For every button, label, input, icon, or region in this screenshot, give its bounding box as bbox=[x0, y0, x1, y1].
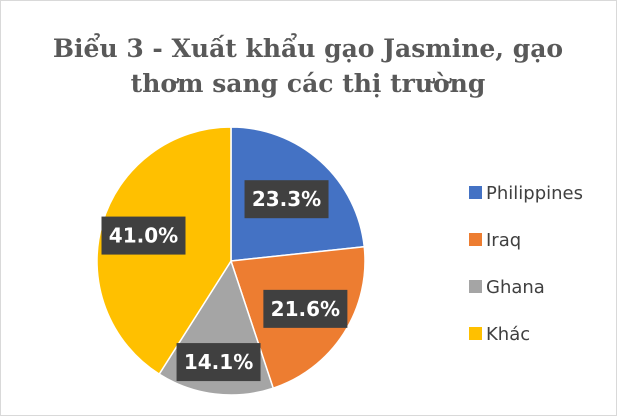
chart-title-line-2: thơm sang các thị trường bbox=[131, 69, 486, 98]
data-label-box-khac bbox=[101, 216, 186, 255]
pie-data-labels: 23.3% 21.6% 14.1% 41.0% bbox=[101, 180, 348, 382]
legend-swatch-philippines bbox=[469, 186, 482, 199]
legend-label-iraq: Iraq bbox=[486, 230, 521, 251]
legend-label-philippines: Philippines bbox=[486, 183, 583, 204]
legend-label-ghana: Ghana bbox=[486, 277, 545, 298]
data-label-box-iraq bbox=[263, 289, 348, 328]
legend-swatch-ghana bbox=[469, 280, 482, 293]
legend-swatch-khac bbox=[469, 327, 482, 340]
data-label-khac: 41.0% bbox=[109, 224, 178, 248]
chart-title-line-1: Biểu 3 - Xuất khẩu gạo Jasmine, gạo bbox=[53, 34, 563, 63]
legend: Philippines Iraq Ghana Khác bbox=[469, 183, 583, 345]
data-label-philippines: 23.3% bbox=[252, 187, 321, 211]
legend-label-khac: Khác bbox=[486, 324, 530, 345]
data-label-box-philippines bbox=[244, 180, 329, 219]
data-label-ghana: 14.1% bbox=[184, 350, 253, 374]
data-label-iraq: 21.6% bbox=[271, 297, 340, 321]
data-label-box-ghana bbox=[176, 343, 261, 382]
legend-swatch-iraq bbox=[469, 233, 482, 246]
